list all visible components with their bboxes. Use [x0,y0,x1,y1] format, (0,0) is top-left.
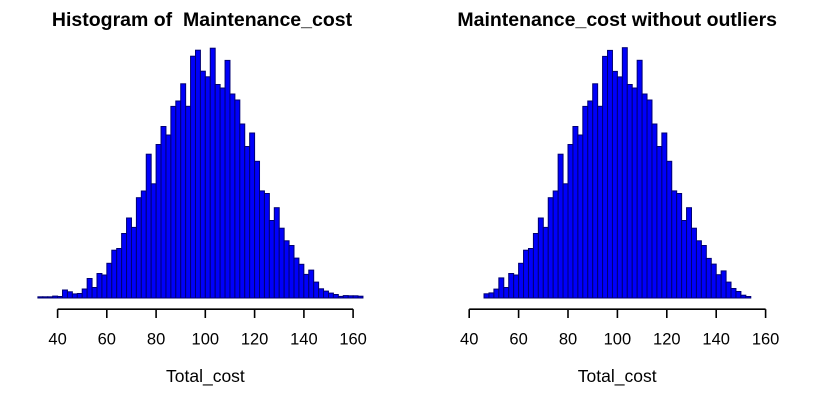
svg-text:120: 120 [241,331,269,349]
svg-text:100: 100 [604,331,632,349]
svg-text:120: 120 [653,331,681,349]
svg-text:140: 140 [290,331,318,349]
svg-text:160: 160 [339,331,367,349]
svg-text:140: 140 [702,331,730,349]
svg-text:Histogram of Maintenance_cost: Histogram of Maintenance_cost [52,9,353,31]
svg-text:80: 80 [559,331,577,349]
svg-text:160: 160 [752,331,780,349]
svg-text:60: 60 [98,331,116,349]
svg-text:100: 100 [192,331,220,349]
svg-text:80: 80 [147,331,165,349]
svg-text:60: 60 [509,331,527,349]
svg-text:Total_cost: Total_cost [166,366,245,387]
svg-text:40: 40 [460,331,478,349]
svg-text:40: 40 [48,331,66,349]
svg-text:Maintenance_cost without outli: Maintenance_cost without outliers [457,9,777,31]
svg-text:Total_cost: Total_cost [578,366,657,387]
